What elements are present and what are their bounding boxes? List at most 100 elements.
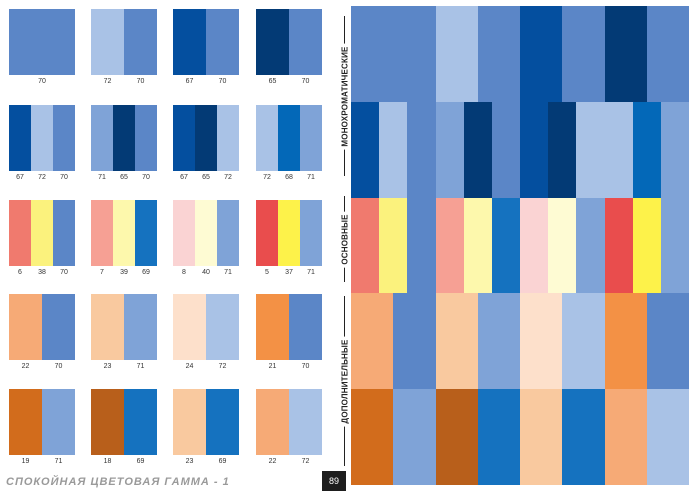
- color-band: [491, 197, 521, 294]
- swatch-strip: [300, 105, 322, 171]
- color-swatch: [256, 294, 322, 360]
- swatch-code: 23: [103, 363, 112, 370]
- color-swatch: [173, 105, 239, 171]
- color-band: [435, 293, 478, 390]
- section-label: ОСНОВНЫЕ: [340, 196, 350, 282]
- swatch-code: 6: [18, 269, 22, 276]
- swatch-strip: [278, 105, 300, 171]
- color-band: [435, 101, 464, 198]
- color-band: [520, 293, 563, 390]
- color-swatch: [173, 200, 239, 266]
- color-swatch: [9, 389, 75, 455]
- swatch-code: 69: [142, 269, 150, 276]
- color-band: [604, 389, 647, 485]
- swatch-code: 71: [98, 174, 106, 181]
- swatch-strip: [9, 9, 75, 75]
- swatch-code: 21: [268, 363, 277, 370]
- color-swatch: [256, 389, 322, 455]
- color-band: [562, 6, 605, 102]
- swatch-codes: 72 68 71: [256, 174, 322, 181]
- color-band: [576, 197, 605, 294]
- color-band: [351, 6, 394, 102]
- color-band: [548, 197, 577, 294]
- color-band: [351, 101, 380, 198]
- color-band: [407, 101, 436, 198]
- color-band-row: [351, 6, 689, 102]
- color-band: [562, 293, 605, 390]
- color-swatch: [256, 200, 322, 266]
- swatch-strip: [173, 294, 206, 360]
- swatch-code: 65: [268, 78, 277, 85]
- swatch-codes: 22 72: [256, 458, 322, 465]
- swatch-strip: [124, 389, 157, 455]
- swatch-strip: [173, 9, 206, 75]
- swatch-code: 7: [100, 269, 104, 276]
- swatch-code: 70: [136, 78, 145, 85]
- swatch-strip: [113, 200, 135, 266]
- swatch-codes: 6 38 70: [9, 269, 75, 276]
- swatch-codes: 65 70: [256, 78, 322, 85]
- swatch-codes: 18 69: [91, 458, 157, 465]
- swatch-codes: 72 70: [91, 78, 157, 85]
- swatch-strip: [91, 294, 124, 360]
- swatch-code: 70: [60, 174, 68, 181]
- swatch-strip: [173, 200, 195, 266]
- swatch-codes: 67 65 72: [173, 174, 239, 181]
- color-swatch: [173, 294, 239, 360]
- swatch-code: 71: [136, 363, 145, 370]
- color-swatch: [91, 389, 157, 455]
- swatch-strip: [206, 389, 239, 455]
- color-band: [520, 101, 549, 198]
- color-band: [520, 389, 563, 485]
- color-band: [393, 6, 436, 102]
- swatch-strip: [42, 294, 75, 360]
- swatch-code: 8: [182, 269, 186, 276]
- swatch-code: 39: [120, 269, 128, 276]
- swatch-strip: [217, 200, 239, 266]
- color-band: [646, 293, 689, 390]
- swatch-code: 5: [265, 269, 269, 276]
- swatch-code: 70: [38, 78, 46, 85]
- color-band: [477, 6, 520, 102]
- color-band: [435, 389, 478, 485]
- color-swatch: [91, 105, 157, 171]
- color-swatch: [9, 105, 75, 171]
- swatch-strip: [91, 9, 124, 75]
- swatch-code: 23: [185, 458, 194, 465]
- section-label-text: ДОПОЛНИТЕЛЬНЫЕ: [340, 335, 350, 427]
- color-swatch: [91, 294, 157, 360]
- color-swatch: [9, 294, 75, 360]
- swatch-codes: 22 70: [9, 363, 75, 370]
- swatch-strip: [42, 389, 75, 455]
- color-band-row: [351, 389, 689, 485]
- swatch-code: 68: [285, 174, 293, 181]
- color-band: [646, 389, 689, 485]
- color-band: [548, 101, 577, 198]
- swatch-strip: [135, 105, 157, 171]
- color-band: [632, 197, 661, 294]
- swatch-strip: [256, 389, 289, 455]
- swatch-code: 67: [180, 174, 188, 181]
- color-swatch: [91, 9, 157, 75]
- swatch-strip: [113, 105, 135, 171]
- swatch-codes: 67 72 70: [9, 174, 75, 181]
- swatch-code: 72: [38, 174, 46, 181]
- swatch-strip: [206, 294, 239, 360]
- color-band: [351, 293, 394, 390]
- color-band: [660, 101, 690, 198]
- swatch-strip: [289, 294, 322, 360]
- swatch-code: 40: [202, 269, 210, 276]
- color-band-panel: [351, 6, 690, 485]
- color-band: [379, 101, 408, 198]
- color-band: [477, 293, 520, 390]
- swatch-strip: [256, 9, 289, 75]
- swatch-code: 19: [21, 458, 30, 465]
- color-swatch: [9, 200, 75, 266]
- swatch-code: 70: [301, 363, 310, 370]
- color-swatch: [256, 9, 322, 75]
- color-band: [379, 197, 408, 294]
- color-band: [604, 101, 633, 198]
- swatch-strip: [135, 200, 157, 266]
- swatch-code: 71: [224, 269, 232, 276]
- swatch-strip: [195, 200, 217, 266]
